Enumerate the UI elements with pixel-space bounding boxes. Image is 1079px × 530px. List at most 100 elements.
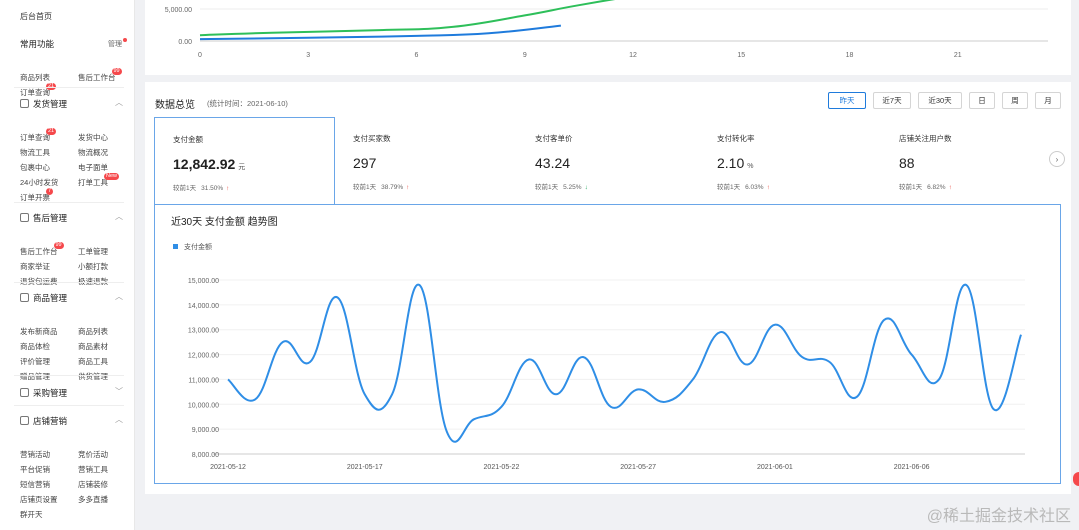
data-point[interactable] [251, 395, 259, 403]
chevron-down-icon: ﹀ [115, 387, 123, 396]
data-point[interactable] [771, 321, 779, 329]
sidebar-item[interactable]: 平台促销 [20, 465, 50, 474]
period-button-5[interactable]: 周 [1002, 92, 1028, 109]
sidebar-item[interactable]: 多多直播 [78, 495, 108, 504]
period-button-4[interactable]: 日 [969, 92, 995, 109]
sidebar-home-link[interactable]: 后台首页 [20, 12, 52, 21]
sidebar-item[interactable]: 24小时发货 [20, 178, 59, 187]
metrics-next-button[interactable]: › [1049, 151, 1065, 167]
sidebar-common-item[interactable]: 商品列表 [20, 73, 50, 82]
sidebar-item[interactable]: 工单管理 [78, 247, 108, 256]
data-point[interactable] [361, 390, 369, 398]
sidebar-item[interactable]: 店铺装修 [78, 480, 108, 489]
sidebar-item[interactable]: 供货管理 [78, 372, 108, 381]
sidebar-item[interactable]: 极速退款 [78, 276, 108, 287]
data-point[interactable] [333, 293, 341, 301]
sidebar-item[interactable]: 商品素材 [78, 342, 108, 351]
data-point[interactable] [388, 390, 396, 398]
period-button-3[interactable]: 近30天 [918, 92, 962, 109]
sidebar-section-head[interactable]: 售后管理 ︿ [0, 210, 134, 226]
x-tick-label: 2021-05-17 [347, 464, 383, 471]
sidebar-divider [14, 87, 124, 88]
data-point[interactable] [853, 393, 861, 401]
sidebar-item[interactable]: 商品体检 [20, 342, 50, 351]
sidebar-item[interactable]: 短信营销 [20, 480, 50, 489]
data-point[interactable] [716, 328, 724, 336]
data-point[interactable] [634, 385, 642, 393]
sidebar-item[interactable]: 商品工具 [78, 357, 108, 366]
metric-number: 297 [353, 155, 377, 171]
sidebar-item[interactable]: 群开天 [20, 510, 43, 519]
side-notice-badge[interactable] [1073, 472, 1079, 486]
data-point[interactable] [443, 428, 451, 436]
sidebar-common-item[interactable]: 售后工作台 [78, 73, 116, 82]
data-point[interactable] [552, 390, 560, 398]
x-tick-label: 2021-05-12 [210, 464, 246, 471]
sidebar-section-head[interactable]: 商品管理 ︿ [0, 290, 134, 306]
sidebar-item[interactable]: 包裹中心 [20, 163, 50, 172]
data-point[interactable] [306, 358, 314, 366]
data-point[interactable] [744, 361, 752, 369]
sidebar-item[interactable]: 评价管理 [20, 357, 50, 366]
data-point[interactable] [279, 338, 287, 346]
sidebar-section-head[interactable]: 店铺营销 ︿ [0, 413, 134, 429]
data-point[interactable] [689, 375, 697, 383]
data-point[interactable] [962, 281, 970, 289]
period-button-2[interactable]: 近7天 [873, 92, 911, 109]
metric-card-3[interactable]: 支付客单价 43.24 较前1天 5.25% ↓ [517, 117, 698, 205]
sidebar-divider [14, 405, 124, 406]
data-point[interactable] [525, 356, 533, 364]
sidebar-divider [14, 282, 124, 283]
sidebar-section-head[interactable]: 发货管理 ︿ [0, 96, 134, 112]
sidebar-item[interactable]: 订单开票 [20, 193, 50, 202]
data-point[interactable] [224, 375, 232, 383]
data-point[interactable] [662, 398, 670, 406]
data-point[interactable] [415, 281, 423, 289]
sidebar-item[interactable]: 商品列表 [78, 327, 108, 336]
sidebar-item[interactable]: 打单工具 [78, 178, 108, 187]
data-point[interactable] [880, 316, 888, 324]
sidebar-item[interactable]: 营销工具 [78, 465, 108, 474]
sidebar-item[interactable]: 发布新商品 [20, 327, 58, 336]
sidebar-item[interactable]: 小额打款 [78, 262, 108, 271]
sidebar-item[interactable]: 订单查询 [20, 133, 50, 142]
x-tick-label: 2021-05-22 [484, 464, 520, 471]
sidebar-common-manage-link[interactable]: 管理 [108, 41, 122, 48]
data-point[interactable] [607, 403, 615, 411]
sidebar-section-head[interactable]: 采购管理 ﹀ [0, 385, 134, 401]
data-point[interactable] [1017, 331, 1025, 339]
metric-card-5[interactable]: 店铺关注用户数 88 较前1天 6.82% ↑ [881, 117, 1062, 205]
metrics-row: 支付金额 12,842.92 元较前1天 31.50% ↑ 支付买家数 297 较前1天 38.… [154, 117, 1064, 205]
data-point[interactable] [826, 358, 834, 366]
overview-title: 数据总览 [155, 100, 195, 111]
data-point[interactable] [990, 405, 998, 413]
metric-card-1[interactable]: 支付金额 12,842.92 元较前1天 31.50% ↑ [154, 117, 335, 205]
data-point[interactable] [579, 353, 587, 361]
metric-card-2[interactable]: 支付买家数 297 较前1天 38.79% ↑ [335, 117, 516, 205]
data-point[interactable] [470, 415, 478, 423]
period-button-6[interactable]: 月 [1035, 92, 1061, 109]
data-point[interactable] [497, 403, 505, 411]
sidebar-item[interactable]: 赠品管理 [20, 372, 50, 381]
sidebar-item[interactable]: 商家举证 [20, 262, 50, 271]
metric-card-4[interactable]: 支付转化率 2.10% 较前1天 6.03% ↑ [699, 117, 880, 205]
data-point[interactable] [798, 353, 806, 361]
sidebar-item[interactable]: 营销活动 [20, 450, 50, 459]
sidebar-common-item[interactable]: 订单查询 [20, 88, 50, 97]
sidebar-item[interactable]: 退货包运费 [20, 276, 58, 287]
data-point[interactable] [908, 351, 916, 359]
sidebar-item[interactable]: 店铺页设置 [20, 495, 58, 504]
sidebar-item[interactable]: 售后工作台 [20, 247, 58, 256]
sidebar-item[interactable]: 物流工具 [20, 148, 50, 157]
legend-swatch [173, 244, 178, 249]
data-point[interactable] [935, 375, 943, 383]
metric-compare: 较前1天 5.25% ↓ [535, 181, 588, 191]
sidebar-item[interactable]: 电子面单 [78, 163, 108, 172]
sidebar-item[interactable]: 发货中心 [78, 133, 108, 142]
period-button-1[interactable]: 昨天 [828, 92, 866, 109]
sidebar-item[interactable]: 物流概况 [78, 148, 108, 157]
sidebar-item[interactable]: 竞价活动 [78, 450, 108, 459]
legend-label[interactable]: 支付金额 [184, 242, 212, 251]
metric-number: 2.10 [717, 155, 745, 171]
